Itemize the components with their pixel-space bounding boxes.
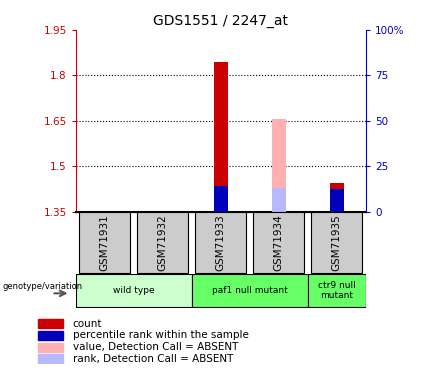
Title: GDS1551 / 2247_at: GDS1551 / 2247_at — [153, 13, 288, 28]
FancyBboxPatch shape — [253, 213, 304, 273]
FancyBboxPatch shape — [195, 213, 246, 273]
Text: GSM71933: GSM71933 — [216, 214, 226, 271]
FancyBboxPatch shape — [192, 274, 308, 307]
Bar — [213, 186, 228, 212]
Bar — [39, 320, 63, 328]
Text: rank, Detection Call = ABSENT: rank, Detection Call = ABSENT — [73, 354, 233, 364]
Text: GSM71931: GSM71931 — [100, 214, 110, 271]
Bar — [330, 189, 344, 212]
Bar — [330, 183, 344, 212]
Bar — [39, 343, 63, 352]
Bar — [271, 119, 286, 212]
Text: ctr9 null
mutant: ctr9 null mutant — [318, 281, 356, 300]
Text: percentile rank within the sample: percentile rank within the sample — [73, 330, 249, 340]
Text: GSM71932: GSM71932 — [158, 214, 168, 271]
Text: value, Detection Call = ABSENT: value, Detection Call = ABSENT — [73, 342, 238, 352]
Text: genotype/variation: genotype/variation — [2, 282, 82, 291]
Text: count: count — [73, 319, 102, 329]
FancyBboxPatch shape — [308, 274, 366, 307]
FancyBboxPatch shape — [137, 213, 188, 273]
Text: GSM71934: GSM71934 — [274, 214, 284, 271]
FancyBboxPatch shape — [76, 274, 192, 307]
Bar — [271, 188, 286, 212]
Text: wild type: wild type — [113, 286, 155, 295]
Bar — [39, 331, 63, 340]
FancyBboxPatch shape — [311, 213, 362, 273]
Text: paf1 null mutant: paf1 null mutant — [212, 286, 288, 295]
FancyBboxPatch shape — [79, 213, 130, 273]
Text: GSM71935: GSM71935 — [332, 214, 342, 271]
Bar — [213, 62, 228, 212]
Bar — [39, 354, 63, 363]
